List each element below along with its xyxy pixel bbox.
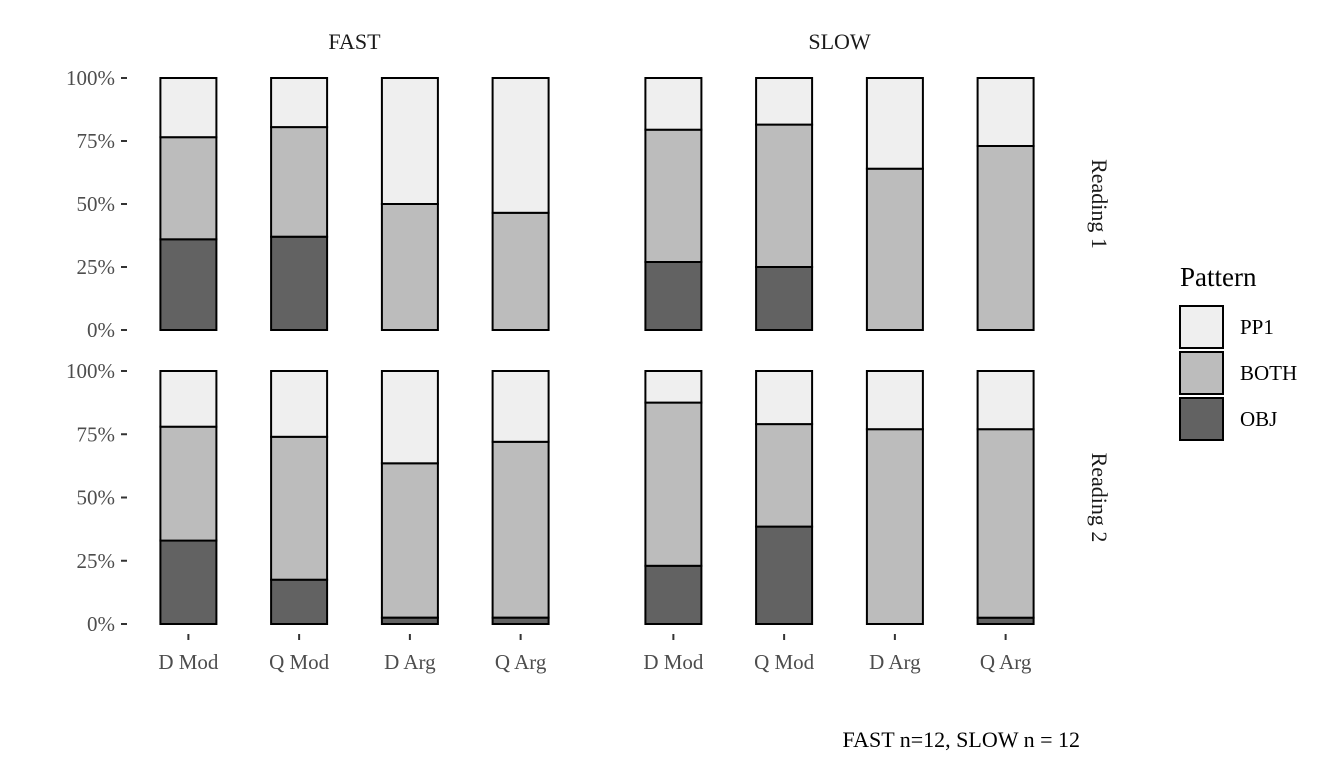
bar-segment-obj (644, 261, 703, 331)
bar-segment-pp1 (755, 370, 814, 426)
x-tick-label: D Mod (643, 650, 704, 674)
bar-d-arg (380, 77, 439, 331)
x-tick-label: D Mod (158, 650, 219, 674)
bar-segment-pp1 (159, 370, 218, 428)
bar-segment-both (865, 428, 924, 626)
y-tick-label: 50% (77, 486, 116, 510)
bar-segment-obj (159, 238, 218, 331)
bar-segment-pp1 (865, 77, 924, 170)
bar-segment-pp1 (865, 370, 924, 431)
bar-q-arg (976, 370, 1035, 626)
bar-q-arg (491, 370, 550, 626)
bar-segment-pp1 (380, 370, 439, 465)
legend-item-pp1: PP1 (1179, 305, 1274, 349)
bar-segment-pp1 (491, 370, 550, 443)
bar-d-mod (159, 77, 218, 331)
legend: Pattern PP1 BOTH OBJ (1179, 262, 1297, 441)
bar-segment-both (976, 145, 1035, 331)
y-tick-label: 75% (77, 129, 116, 153)
bar-segment-pp1 (159, 77, 218, 139)
panel-slow-reading-2: D Mod Q Mod D Arg Q Arg (643, 370, 1035, 674)
strip-label-slow: SLOW (808, 29, 871, 54)
bar-segment-obj (380, 616, 439, 626)
x-tick-label: D Arg (384, 650, 436, 674)
bar-segment-both (380, 462, 439, 619)
x-tick-label: Q Arg (495, 650, 547, 674)
bar-segment-both (159, 425, 218, 542)
bar-segment-pp1 (270, 370, 329, 438)
legend-swatch (1179, 397, 1224, 441)
bar-segment-obj (491, 616, 550, 626)
x-tick-label: D Arg (869, 650, 921, 674)
bar-segment-both (755, 123, 814, 268)
bar-d-mod (159, 370, 218, 625)
y-tick-label: 0% (87, 318, 115, 342)
bar-segment-obj (270, 578, 329, 626)
bar-segment-pp1 (644, 370, 703, 404)
panel-fast-reading-1: 0% 25% 50% 75% 100% (66, 66, 550, 342)
y-tick-label: 25% (77, 255, 116, 279)
legend-label: BOTH (1240, 361, 1297, 385)
bar-segment-obj (644, 564, 703, 625)
legend-swatch (1179, 351, 1224, 395)
chart-caption: FAST n=12, SLOW n = 12 (842, 727, 1080, 752)
panel-slow-reading-1 (644, 77, 1035, 331)
legend-label: PP1 (1240, 315, 1274, 339)
facet-panels: 0% 25% 50% 75% 100% 0% 25% 50% 75% 100% D Mod Q Mod… (66, 66, 1035, 674)
y-tick-label: 25% (77, 549, 116, 573)
bar-segment-both (755, 423, 814, 528)
bar-segment-both (644, 128, 703, 263)
y-tick-label: 75% (77, 422, 116, 446)
bar-segment-obj (755, 266, 814, 331)
legend-swatch (1179, 305, 1224, 349)
bar-q-arg (976, 77, 1035, 331)
bar-q-mod (755, 77, 814, 331)
legend-item-both: BOTH (1179, 351, 1297, 395)
facet-strips: FAST SLOW Reading 1 Reading 2 (328, 29, 1112, 542)
bar-segment-obj (755, 525, 814, 625)
bar-d-mod (644, 77, 703, 331)
bar-q-mod (755, 370, 814, 625)
bar-segment-pp1 (976, 77, 1035, 147)
bar-d-arg (865, 77, 924, 331)
bar-segment-both (644, 401, 703, 567)
bar-d-arg (380, 370, 439, 626)
strip-label-reading-1: Reading 1 (1087, 159, 1112, 249)
x-tick-label: Q Arg (980, 650, 1032, 674)
bar-d-mod (644, 370, 703, 625)
x-tick-label: Q Mod (754, 650, 815, 674)
y-tick-label: 100% (66, 359, 115, 383)
bar-segment-pp1 (976, 370, 1035, 431)
bar-segment-both (865, 167, 924, 331)
bar-q-mod (270, 77, 329, 331)
bar-segment-both (270, 435, 329, 581)
legend-item-obj: OBJ (1179, 397, 1277, 441)
bar-q-mod (270, 370, 329, 626)
bar-segment-obj (159, 539, 218, 625)
x-tick-label: Q Mod (269, 650, 330, 674)
bar-segment-pp1 (380, 77, 439, 205)
strip-label-fast: FAST (328, 29, 381, 54)
y-tick-label: 100% (66, 66, 115, 90)
bar-segment-both (491, 440, 550, 619)
bar-segment-both (159, 136, 218, 241)
panel-fast-reading-2: 0% 25% 50% 75% 100% D Mod Q Mod D Arg Q Arg (66, 359, 550, 674)
bar-segment-pp1 (755, 77, 814, 126)
bar-segment-both (491, 211, 550, 331)
legend-title: Pattern (1180, 262, 1257, 292)
bar-segment-pp1 (491, 77, 550, 214)
bar-segment-both (976, 428, 1035, 619)
strip-label-reading-2: Reading 2 (1087, 453, 1112, 543)
legend-label: OBJ (1240, 407, 1277, 431)
bar-segment-pp1 (644, 77, 703, 131)
bar-q-arg (491, 77, 550, 331)
bar-segment-pp1 (270, 77, 329, 129)
bar-d-arg (865, 370, 924, 626)
bar-segment-both (270, 126, 329, 238)
y-tick-label: 0% (87, 612, 115, 636)
bar-segment-both (380, 203, 439, 331)
y-tick-label: 50% (77, 192, 116, 216)
bar-segment-obj (270, 235, 329, 331)
